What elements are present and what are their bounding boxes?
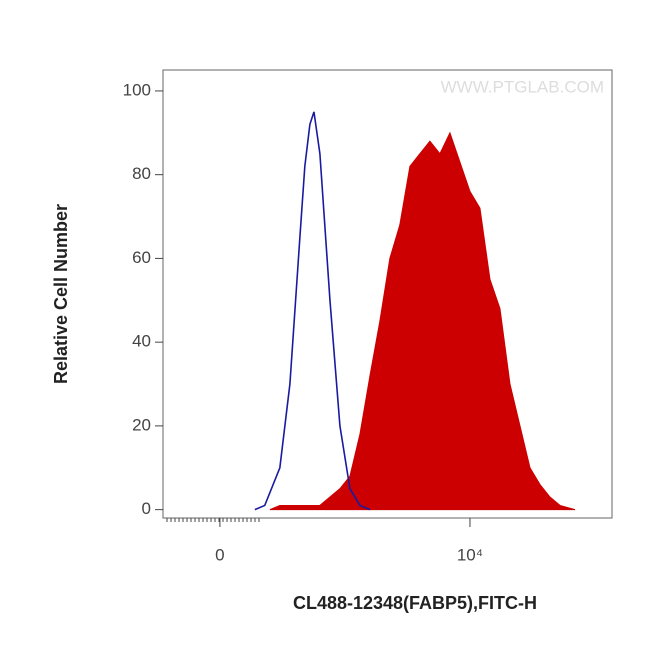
plot-frame — [162, 69, 613, 519]
y-tick-label: 60 — [132, 248, 151, 267]
y-tick-label: 80 — [132, 164, 151, 183]
y-tick-label: 40 — [132, 332, 151, 351]
y-tick-label: 20 — [132, 415, 151, 434]
x-tick-label: 10⁴ — [457, 545, 483, 564]
y-axis-label: Relative Cell Number — [51, 204, 71, 384]
x-axis-label: CL488-12348(FABP5),FITC-H — [293, 593, 537, 613]
histogram-line — [254, 111, 371, 511]
x-tick-label: 0 — [215, 545, 224, 564]
minor-ticks — [166, 518, 260, 522]
y-tick-label: 100 — [123, 80, 151, 99]
watermark: WWW.PTGLAB.COM — [441, 77, 604, 96]
histogram-area — [269, 131, 576, 511]
y-tick-label: 0 — [142, 499, 151, 518]
